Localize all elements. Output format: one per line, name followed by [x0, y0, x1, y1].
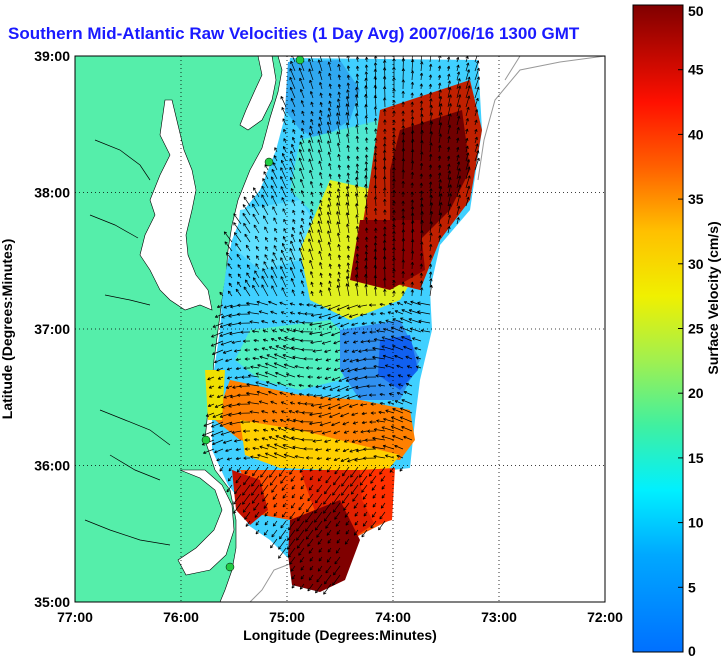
longitude-tick-label: 72:00 [587, 609, 623, 625]
colorbar-tick-label: 30 [688, 256, 704, 272]
map-grid [75, 56, 605, 602]
pamlico-sound [177, 469, 235, 576]
plot-frame [74, 55, 606, 603]
colorbar-tick-label: 35 [688, 191, 704, 207]
delaware-bay [239, 56, 277, 131]
y-axis-label: Latitude (Degrees:Minutes) [0, 239, 15, 419]
longitude-tick-labels: 77:00 76:00 75:00 74:00 73:00 72:00 [57, 609, 623, 625]
latitude-tick-labels: 39:00 38:00 37:00 36:00 35:00 [34, 48, 70, 610]
colorbar-tick-label: 10 [688, 515, 704, 531]
latitude-tick-label: 37:00 [34, 321, 70, 337]
station-marker [295, 56, 305, 65]
map-title: Southern Mid-Atlantic Raw Velocities (1 … [8, 24, 580, 43]
longitude-tick-label: 76:00 [163, 609, 199, 625]
colorbar-label: Surface Velocity (cm/s) [705, 221, 721, 374]
colorbar [632, 4, 684, 653]
velocity-field [205, 58, 482, 592]
station-marker [225, 562, 235, 572]
colorbar-tick-label: 40 [688, 126, 704, 142]
latitude-tick-label: 36:00 [34, 458, 70, 474]
longitude-tick-label: 75:00 [269, 609, 305, 625]
colorbar-tick-label: 25 [688, 321, 704, 337]
station-marker [201, 435, 211, 445]
velocity-vectors [201, 56, 480, 595]
latitude-tick-label: 39:00 [34, 48, 70, 64]
colorbar-tick-label: 50 [688, 3, 704, 19]
velocity-arrows [201, 56, 480, 595]
x-axis-label: Longitude (Degrees:Minutes) [243, 627, 437, 643]
colorbar-tick-label: 45 [688, 62, 704, 78]
colorbar-tick-label: 20 [688, 385, 704, 401]
longitude-tick-label: 74:00 [375, 609, 411, 625]
river-inlet [84, 139, 171, 546]
latitude-tick-label: 35:00 [34, 594, 70, 610]
colorbar-tick-label: 5 [688, 579, 696, 595]
radar-stations [201, 56, 305, 572]
coastline-offshore [249, 56, 605, 602]
chesapeake-bay [139, 99, 213, 311]
longitude-tick-label: 77:00 [57, 609, 93, 625]
colorbar-ticks: 0 5 10 15 20 25 30 35 40 45 50 [678, 3, 704, 659]
latitude-tick-label: 38:00 [34, 185, 70, 201]
station-marker [264, 157, 274, 167]
colorbar-tick-label: 15 [688, 450, 704, 466]
longitude-tick-label: 73:00 [481, 609, 517, 625]
colorbar-tick-label: 0 [688, 643, 696, 659]
